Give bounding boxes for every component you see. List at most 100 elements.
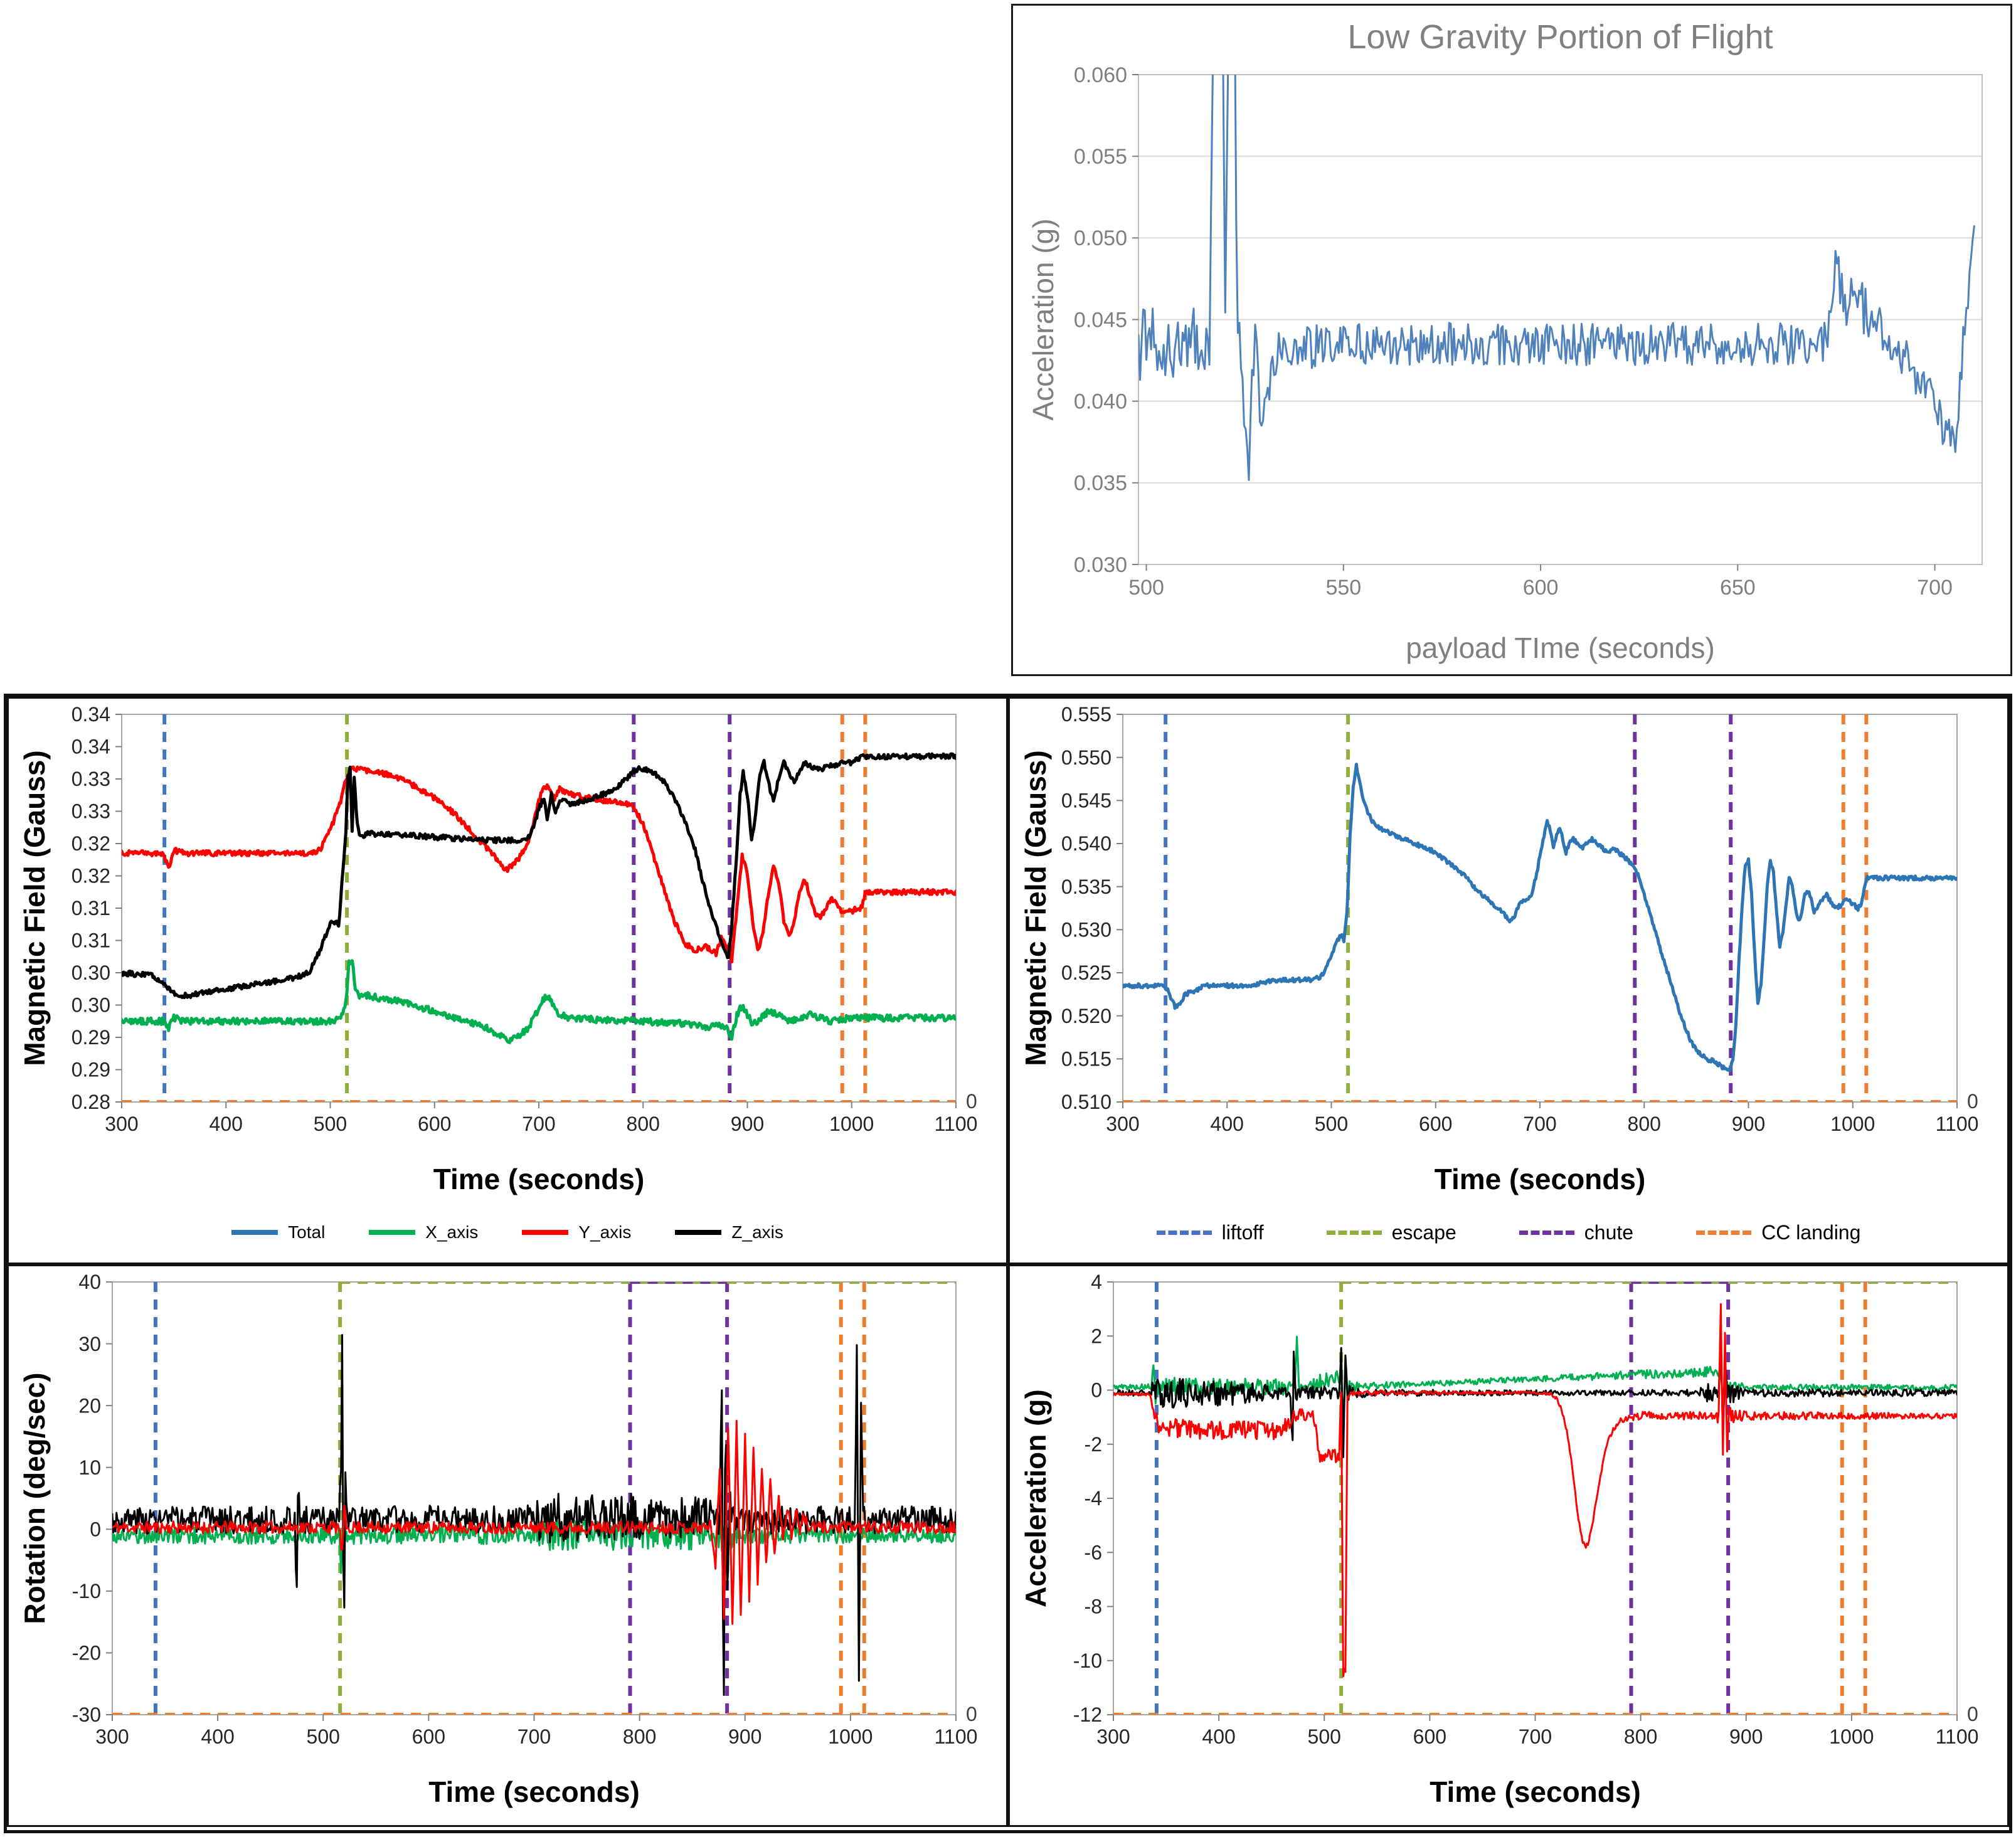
legend-item-escape: escape — [1326, 1221, 1456, 1244]
series-legend: Total X_axis Y_axis Z_axis — [9, 1205, 1006, 1259]
svg-text:0.030: 0.030 — [1074, 553, 1127, 577]
svg-text:-30: -30 — [72, 1703, 101, 1726]
rotation-cell: 300 400 500 600 700 800 900 1000 1100 -30 -20 -10 0 1… — [7, 1264, 1008, 1827]
svg-text:500: 500 — [1315, 1113, 1348, 1135]
svg-text:-20: -20 — [72, 1642, 101, 1665]
svg-text:700: 700 — [1519, 1725, 1552, 1748]
svg-text:900: 900 — [728, 1725, 761, 1748]
svg-text:0.34: 0.34 — [72, 703, 110, 726]
svg-text:900: 900 — [1729, 1725, 1763, 1748]
legend-item-liftoff: liftoff — [1156, 1220, 1264, 1244]
mag-total-cell: 300 400 500 600 700 800 900 1000 1100 0.510 0.515 0… — [1008, 697, 2009, 1264]
svg-text:0.525: 0.525 — [1061, 961, 1111, 984]
svg-text:0.530: 0.530 — [1061, 919, 1111, 941]
svg-text:1000: 1000 — [1830, 1113, 1875, 1135]
svg-text:0.555: 0.555 — [1061, 703, 1111, 726]
svg-text:Magnetic Field (Gauss): Magnetic Field (Gauss) — [1019, 750, 1052, 1066]
svg-text:1000: 1000 — [1829, 1725, 1874, 1748]
svg-text:600: 600 — [1419, 1113, 1452, 1135]
svg-text:0.31: 0.31 — [72, 929, 110, 952]
svg-text:-8: -8 — [1085, 1596, 1102, 1618]
svg-text:0.040: 0.040 — [1074, 390, 1127, 414]
svg-text:-2: -2 — [1085, 1433, 1102, 1456]
svg-text:500: 500 — [1308, 1725, 1341, 1748]
svg-text:400: 400 — [210, 1113, 243, 1135]
svg-text:0.31: 0.31 — [72, 897, 110, 919]
mag-xyz-chart: 300 400 500 600 700 800 900 1000 1100 0.28 0.29 0.2… — [18, 703, 977, 1195]
low-gravity-chart: 500 550 600 650 700 0.030 0.035 0.040 0.045 0.050… — [1027, 18, 1983, 664]
svg-text:Rotation (deg/sec): Rotation (deg/sec) — [18, 1372, 51, 1624]
svg-text:4: 4 — [1091, 1271, 1102, 1293]
svg-text:0.30: 0.30 — [72, 961, 110, 984]
svg-text:700: 700 — [517, 1725, 551, 1748]
svg-text:0.34: 0.34 — [72, 736, 110, 758]
svg-text:300: 300 — [1096, 1725, 1130, 1748]
svg-text:300: 300 — [95, 1725, 129, 1748]
legend-item-x_axis: X_axis — [369, 1222, 478, 1242]
dashed-line-swatch-icon — [1696, 1230, 1752, 1235]
svg-text:0: 0 — [90, 1518, 101, 1540]
svg-text:0.33: 0.33 — [72, 800, 110, 823]
svg-text:400: 400 — [1202, 1725, 1235, 1748]
legend-label: liftoff — [1221, 1220, 1264, 1244]
svg-text:800: 800 — [1628, 1113, 1661, 1135]
svg-text:0.33: 0.33 — [72, 768, 110, 790]
svg-text:1100: 1100 — [1936, 1113, 1979, 1135]
svg-text:400: 400 — [1211, 1113, 1244, 1135]
svg-text:600: 600 — [412, 1725, 445, 1748]
svg-text:Time (seconds): Time (seconds) — [1430, 1776, 1641, 1808]
low-gravity-panel: 500 550 600 650 700 0.030 0.035 0.040 0.045 0.050… — [1011, 4, 2012, 676]
svg-text:Time (seconds): Time (seconds) — [428, 1776, 640, 1808]
dashed-line-swatch-icon — [1156, 1230, 1212, 1235]
svg-text:0.035: 0.035 — [1074, 472, 1127, 495]
svg-text:-12: -12 — [1073, 1703, 1102, 1726]
svg-text:0.32: 0.32 — [72, 832, 110, 855]
legend-item-z_axis: Z_axis — [675, 1222, 783, 1242]
svg-text:500: 500 — [1128, 576, 1164, 600]
legend-item-y_axis: Y_axis — [522, 1222, 631, 1242]
svg-text:600: 600 — [1523, 576, 1559, 600]
legend-label: chute — [1584, 1220, 1634, 1244]
svg-text:Magnetic Field (Gauss): Magnetic Field (Gauss) — [18, 750, 51, 1066]
accel-chart: 300 400 500 600 700 800 900 1000 1100-12-10-8-6-… — [1019, 1271, 1978, 1808]
svg-text:700: 700 — [1523, 1113, 1556, 1135]
svg-text:900: 900 — [731, 1113, 764, 1135]
svg-text:40: 40 — [78, 1271, 101, 1293]
svg-text:800: 800 — [627, 1113, 660, 1135]
svg-text:0.060: 0.060 — [1074, 63, 1127, 87]
legend-label: Total — [288, 1222, 326, 1242]
line-swatch-icon — [675, 1230, 722, 1235]
svg-text:Acceleration (g): Acceleration (g) — [1019, 1389, 1052, 1607]
mag-xyz-cell: 300 400 500 600 700 800 900 1000 1100 0.28 0.29 0.2… — [7, 697, 1008, 1264]
svg-text:-10: -10 — [1073, 1649, 1102, 1672]
legend-label: Z_axis — [731, 1222, 783, 1242]
svg-text:0.32: 0.32 — [72, 865, 110, 887]
flight-data-panel: 300 400 500 600 700 800 900 1000 1100 0.28 0.29 0.2… — [4, 694, 2012, 1833]
svg-text:800: 800 — [623, 1725, 656, 1748]
svg-text:0.055: 0.055 — [1074, 145, 1127, 169]
svg-text:0: 0 — [966, 1703, 977, 1725]
svg-text:-4: -4 — [1085, 1487, 1102, 1510]
accel-cell: 300 400 500 600 700 800 900 1000 1100 -12 -10 -8 -6-… — [1008, 1264, 2009, 1827]
svg-text:1000: 1000 — [829, 1113, 874, 1135]
dashed-line-swatch-icon — [1326, 1230, 1382, 1235]
svg-text:Time (seconds): Time (seconds) — [433, 1163, 645, 1195]
svg-text:500: 500 — [314, 1113, 347, 1135]
svg-text:0.510: 0.510 — [1061, 1091, 1111, 1113]
mag-total-chart: 300 400 500 600 700 800 900 1000 1100 0.510 0.515 0… — [1019, 703, 1979, 1195]
legend-item-total: Total — [231, 1222, 325, 1242]
svg-text:0.540: 0.540 — [1061, 832, 1111, 855]
svg-text:600: 600 — [418, 1113, 451, 1135]
events-legend: liftoff escape chute CC landing — [1010, 1205, 2007, 1259]
svg-text:0.28: 0.28 — [72, 1091, 110, 1113]
svg-text:0.050: 0.050 — [1074, 226, 1127, 250]
svg-text:300: 300 — [1106, 1113, 1139, 1135]
svg-text:0.29: 0.29 — [72, 1026, 110, 1049]
svg-text:650: 650 — [1720, 576, 1756, 600]
svg-text:0.550: 0.550 — [1061, 746, 1111, 769]
line-swatch-icon — [369, 1230, 416, 1235]
svg-text:10: 10 — [78, 1456, 101, 1479]
svg-text:0: 0 — [1091, 1379, 1102, 1402]
svg-text:0.545: 0.545 — [1061, 790, 1111, 812]
legend-item-chute: chute — [1519, 1221, 1633, 1244]
